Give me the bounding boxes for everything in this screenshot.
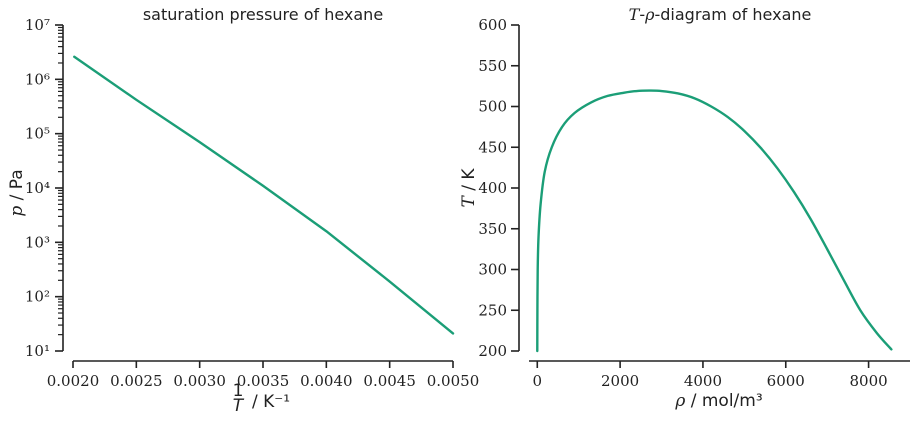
right-y-tick-label: 300 <box>478 261 507 279</box>
right-x-axis-title: ρ / mol/m³ <box>674 391 762 411</box>
left-series-line <box>73 55 455 335</box>
left-x-tick-label: 0.0035 <box>237 372 290 390</box>
left-y-tick-label: 10¹ <box>25 342 50 360</box>
left-y-tick-label: 10⁶ <box>25 70 50 88</box>
left-x-tick-label: 0.0040 <box>300 372 353 390</box>
left-x-tick-label: 0.0025 <box>110 372 163 390</box>
right-series-group <box>536 89 893 353</box>
right-x-tick-label: 0 <box>533 372 543 390</box>
right-series-line <box>536 89 893 353</box>
right-y-tick-label: 500 <box>478 98 507 116</box>
right-chart: T-ρ-diagram of hexane 0 2000 4000 6000 8000 2… <box>459 5 910 411</box>
left-y-tick-label: 10² <box>25 288 50 306</box>
right-y-tick-label: 350 <box>478 220 507 238</box>
right-axis-ticks <box>511 24 870 368</box>
left-chart: saturation pressure of hexane 0.0020 0.00… <box>7 5 479 416</box>
left-x-tick-label: 0.0050 <box>427 372 480 390</box>
right-x-tick-label: 6000 <box>767 372 805 390</box>
left-axis-ticks <box>55 24 454 368</box>
right-chart-title: T-ρ-diagram of hexane <box>629 5 812 24</box>
left-x-tick-label: 0.0030 <box>173 372 226 390</box>
left-y-tick-label: 10³ <box>25 233 50 251</box>
left-x-axis-title: 1 T / K⁻¹ <box>233 381 290 416</box>
right-y-tick-label: 250 <box>478 301 507 319</box>
right-x-tick-label: 4000 <box>684 372 722 390</box>
left-y-tick-label: 10⁵ <box>25 125 50 143</box>
left-y-axis-title: p / Pa <box>7 169 27 216</box>
left-tick-labels: 0.0020 0.0025 0.0030 0.0035 0.0040 0.0045 0.00… <box>25 16 479 390</box>
right-y-tick-label: 400 <box>478 179 507 197</box>
right-tick-labels: 0 2000 4000 6000 8000 200 250 300 350 400 450 500 55… <box>478 16 887 390</box>
left-chart-title: saturation pressure of hexane <box>143 5 383 24</box>
right-y-tick-label: 450 <box>478 138 507 156</box>
right-y-tick-label: 600 <box>478 16 507 34</box>
left-y-tick-label: 10⁴ <box>25 179 50 197</box>
right-y-tick-label: 200 <box>478 342 507 360</box>
left-y-tick-label: 10⁷ <box>25 16 50 34</box>
right-y-tick-label: 550 <box>478 57 507 75</box>
left-x-axis-frac-numerator: 1 <box>233 381 244 401</box>
left-x-axis-unit: / K⁻¹ <box>252 392 290 412</box>
left-x-axis-frac-denominator: T <box>233 396 245 416</box>
left-x-tick-label: 0.0020 <box>47 372 100 390</box>
left-series-group <box>73 55 455 335</box>
right-x-tick-label: 2000 <box>601 372 639 390</box>
right-y-axis-title: T / K <box>459 168 479 208</box>
left-x-tick-label: 0.0045 <box>363 372 416 390</box>
right-x-tick-label: 8000 <box>849 372 887 390</box>
